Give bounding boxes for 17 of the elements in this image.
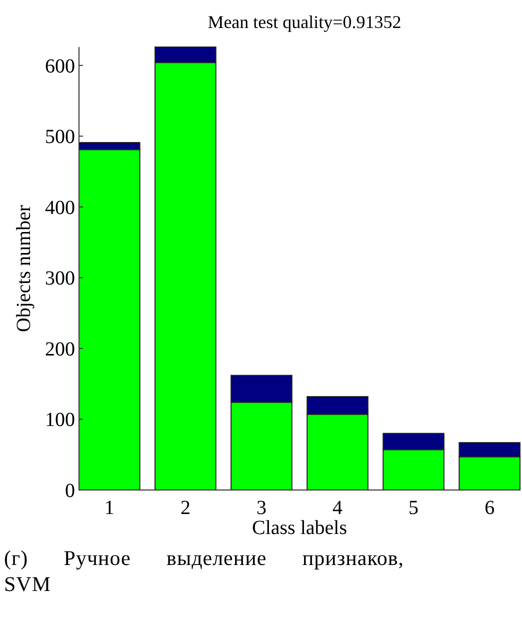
text: (г) Ручное выделение признаков, SVM (4, 545, 404, 597)
chart-title: Mean test quality=0.91352 (208, 12, 402, 32)
y-tick-label: 100 (45, 409, 75, 432)
y-tick-label: 0 (65, 480, 75, 502)
x-axis-title: Class labels (252, 517, 348, 539)
x-tick-label: 4 (332, 497, 343, 519)
y-tick-label: 600 (45, 55, 75, 78)
y-tick-label: 500 (45, 126, 75, 148)
x-tick-label: 3 (256, 497, 266, 519)
y-axis-title: Objects number (13, 204, 35, 332)
x-tick-label: 1 (104, 497, 114, 519)
y-tick-label: 300 (45, 268, 75, 290)
x-tick-label: 6 (484, 497, 495, 519)
y-tick-label: 400 (45, 196, 75, 219)
x-tick-label: 2 (180, 497, 190, 519)
y-tick-label: 200 (45, 338, 75, 360)
x-tick-label: 5 (408, 497, 419, 519)
